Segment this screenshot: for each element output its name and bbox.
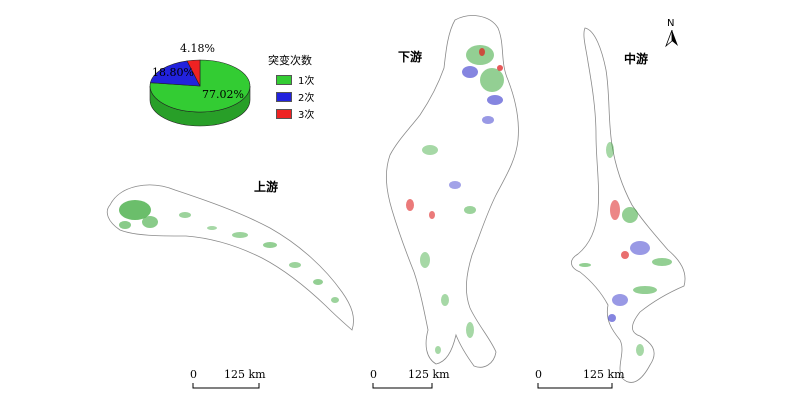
upper-patch — [331, 297, 339, 303]
lower-patch — [487, 95, 503, 105]
upper-reach-label: 上游 — [254, 180, 279, 194]
north-arrow-icon — [665, 30, 678, 48]
north-arrow-label: N — [667, 18, 675, 29]
scale-line — [537, 383, 613, 389]
lower-reach-outline — [386, 15, 519, 368]
upper-patch — [232, 232, 248, 238]
middle-patch — [633, 286, 657, 294]
lower-patch — [466, 45, 494, 65]
legend-label-3: 3次 — [298, 110, 315, 121]
upper-patch — [179, 212, 191, 218]
middle-patch — [630, 241, 650, 255]
scale-zero: 0 — [535, 368, 542, 381]
pie-label-2: 18.80% — [152, 66, 194, 79]
upper-patch — [207, 226, 217, 230]
pie-label-3: 4.18% — [180, 42, 215, 55]
middle-patch — [606, 142, 614, 158]
middle-patch — [579, 263, 591, 267]
lower-patch — [429, 211, 435, 219]
lower-reach-label: 下游 — [398, 50, 423, 64]
middle-reach-patches — [579, 142, 672, 356]
lower-reach-patches — [406, 45, 504, 354]
middle-patch — [652, 258, 672, 266]
middle-patch — [612, 294, 628, 306]
scale-zero: 0 — [190, 368, 197, 381]
lower-patch — [441, 294, 449, 306]
lower-patch — [420, 252, 430, 268]
middle-patch — [608, 314, 616, 322]
lower-patch — [482, 116, 494, 124]
upper-patch — [119, 221, 131, 229]
middle-patch — [622, 207, 638, 223]
legend-swatch-blue — [276, 91, 292, 102]
lower-patch — [466, 322, 474, 338]
legend-title: 突变次数 — [268, 54, 312, 67]
north-arrow: N — [664, 18, 680, 48]
legend-item-2: 2次 — [276, 89, 314, 104]
legend: 突变次数 1次 2次 3次 — [268, 52, 314, 121]
mutation-pie-chart — [149, 59, 251, 127]
lower-patch — [479, 48, 485, 56]
lower-patch — [462, 66, 478, 78]
scale-distance: 125 km — [583, 368, 625, 381]
middle-patch — [636, 344, 644, 356]
scale-bar-lower: 0 125 km — [370, 368, 460, 392]
scale-bar-upper: 0 125 km — [190, 368, 280, 392]
scale-line — [192, 383, 260, 389]
pie-slice-1 — [149, 59, 251, 113]
pie-slice-2 — [150, 60, 201, 87]
middle-reach-label: 中游 — [624, 52, 649, 66]
scale-distance: 125 km — [224, 368, 266, 381]
upper-patch — [313, 279, 323, 285]
legend-item-3: 3次 — [276, 106, 314, 121]
lower-patch — [435, 346, 441, 354]
upper-patch — [289, 262, 301, 268]
upper-patch — [119, 200, 151, 220]
pie-label-1: 77.02% — [202, 88, 244, 101]
upper-patch — [263, 242, 277, 248]
middle-patch — [610, 200, 620, 220]
upper-reach-patches — [119, 200, 339, 303]
legend-label-1: 1次 — [298, 76, 315, 87]
upper-patch — [142, 216, 158, 228]
legend-swatch-green — [276, 74, 292, 85]
legend-label-2: 2次 — [298, 93, 315, 104]
legend-swatch-red — [276, 108, 292, 119]
lower-patch — [480, 68, 504, 92]
lower-patch — [422, 145, 438, 155]
legend-item-1: 1次 — [276, 72, 314, 87]
scale-zero: 0 — [370, 368, 377, 381]
lower-patch — [497, 65, 503, 71]
middle-patch — [621, 251, 629, 259]
pie-slice-3 — [186, 59, 201, 87]
lower-patch — [464, 206, 476, 214]
lower-patch — [449, 181, 461, 189]
middle-reach-outline — [571, 27, 686, 383]
scale-distance: 125 km — [408, 368, 450, 381]
scale-line — [372, 383, 433, 389]
scale-bar-middle: 0 125 km — [535, 368, 625, 392]
upper-reach-outline — [106, 184, 354, 331]
lower-patch — [406, 199, 414, 211]
